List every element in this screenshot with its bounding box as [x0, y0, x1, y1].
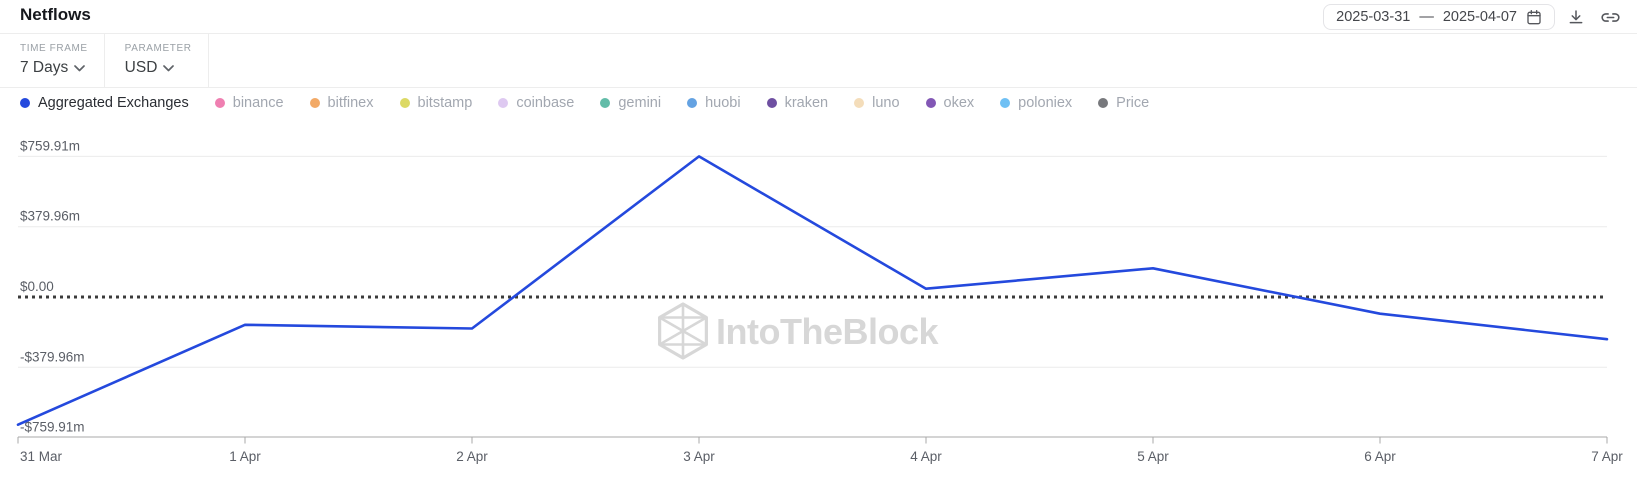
x-axis-labels: 31 Mar 1 Apr 2 Apr 3 Apr 4 Apr 5 Apr 6 Apr 7 Ap… [20, 449, 1623, 464]
legend-item-luno[interactable]: luno [854, 95, 900, 111]
netflows-line-chart[interactable]: $759.91m $379.96m $0.00 -$379.96m -$759.91m 3… [0, 118, 1637, 481]
time-frame-dropdown[interactable]: TIME FRAME 7 Days [0, 34, 105, 87]
header-actions: 2025-03-31 — 2025-04-07 [1323, 0, 1623, 34]
time-frame-value: 7 Days [20, 59, 69, 76]
date-range-separator: — [1419, 9, 1434, 25]
legend-item-binance[interactable]: binance [214, 95, 284, 111]
x-tick-label: 3 Apr [683, 449, 715, 464]
gridlines [18, 155, 1607, 368]
legend-label: bitfinex [327, 95, 374, 111]
legend-dot [20, 98, 30, 108]
legend-dot [854, 98, 865, 108]
legend-label: binance [232, 95, 284, 111]
parameter-value: USD [124, 59, 158, 76]
chart-legend: Aggregated Exchanges binance bitfinex bitst… [0, 88, 1637, 118]
legend-dot [399, 98, 410, 108]
y-tick-label: $0.00 [20, 279, 54, 294]
legend-dot [766, 98, 777, 108]
page-title: Netflows [20, 5, 91, 24]
legend-dot [600, 98, 611, 108]
copy-link-button[interactable] [1597, 4, 1623, 30]
legend-item-gemini[interactable]: gemini [600, 95, 661, 111]
x-tick-label: 1 Apr [229, 449, 261, 464]
legend-item-okex[interactable]: okex [925, 95, 975, 111]
x-tick-label: 6 Apr [1364, 449, 1396, 464]
legend-dot [214, 98, 225, 108]
intotheblock-watermark: IntoTheBlock [658, 302, 940, 360]
legend-item-bitstamp[interactable]: bitstamp [399, 95, 473, 111]
x-tick-label: 7 Apr [1591, 449, 1623, 464]
chart-area[interactable]: $759.91m $379.96m $0.00 -$379.96m -$759.91m 3… [0, 118, 1637, 481]
header: Netflows 2025-03-31 — 2025-04-07 [0, 0, 1637, 34]
download-icon [1567, 8, 1585, 26]
calendar-icon [1526, 9, 1542, 25]
date-range-picker[interactable]: 2025-03-31 — 2025-04-07 [1323, 4, 1555, 30]
toolbar: TIME FRAME 7 Days PARAMETER USD [0, 34, 1637, 88]
y-tick-label: -$759.91m [20, 420, 85, 435]
legend-label: luno [872, 95, 900, 111]
legend-item-coinbase[interactable]: coinbase [498, 95, 574, 111]
y-axis-labels: $759.91m $379.96m $0.00 -$379.96m -$759.91m [20, 138, 85, 434]
x-tick-label: 4 Apr [910, 449, 942, 464]
parameter-label: PARAMETER [124, 43, 192, 54]
x-tick-label: 31 Mar [20, 449, 63, 464]
watermark-text: IntoTheBlock [716, 311, 939, 352]
legend-dot [925, 98, 936, 108]
x-tick-label: 2 Apr [456, 449, 488, 464]
y-tick-label: $759.91m [20, 138, 80, 153]
legend-dot [1098, 98, 1109, 108]
legend-label: poloniex [1018, 95, 1073, 111]
legend-label: kraken [784, 95, 829, 111]
legend-dot [1000, 98, 1011, 108]
legend-label: coinbase [516, 95, 575, 111]
y-tick-label: $379.96m [20, 209, 80, 224]
chevron-down-icon [163, 59, 175, 77]
parameter-dropdown[interactable]: PARAMETER USD [105, 34, 209, 87]
legend-label: Price [1116, 95, 1150, 111]
legend-label: bitstamp [417, 95, 473, 111]
chevron-down-icon [74, 59, 86, 77]
legend-item-price[interactable]: Price [1098, 95, 1149, 111]
legend-label: gemini [618, 95, 662, 111]
legend-dot [498, 98, 509, 108]
legend-label: huobi [705, 95, 741, 111]
date-range-start: 2025-03-31 [1336, 9, 1411, 25]
logo-facet [658, 316, 708, 346]
series-line-aggregated-exchanges[interactable] [16, 155, 1609, 426]
legend-dot [309, 98, 320, 108]
legend-item-bitfinex[interactable]: bitfinex [309, 95, 374, 111]
legend-item-poloniex[interactable]: poloniex [1000, 95, 1072, 111]
x-axis-ticks [17, 437, 1608, 444]
date-range-end: 2025-04-07 [1442, 9, 1517, 25]
time-frame-label: TIME FRAME [20, 43, 88, 54]
legend-item-huobi[interactable]: huobi [687, 95, 741, 111]
x-tick-label: 5 Apr [1137, 449, 1169, 464]
legend-item-aggregated-exchanges[interactable]: Aggregated Exchanges [20, 95, 189, 111]
legend-item-kraken[interactable]: kraken [766, 95, 829, 111]
legend-dot [687, 98, 698, 108]
legend-label: okex [943, 95, 975, 111]
download-button[interactable] [1563, 4, 1589, 30]
y-tick-label: -$379.96m [20, 349, 85, 364]
legend-label: Aggregated Exchanges [38, 95, 189, 111]
link-icon [1600, 8, 1620, 27]
